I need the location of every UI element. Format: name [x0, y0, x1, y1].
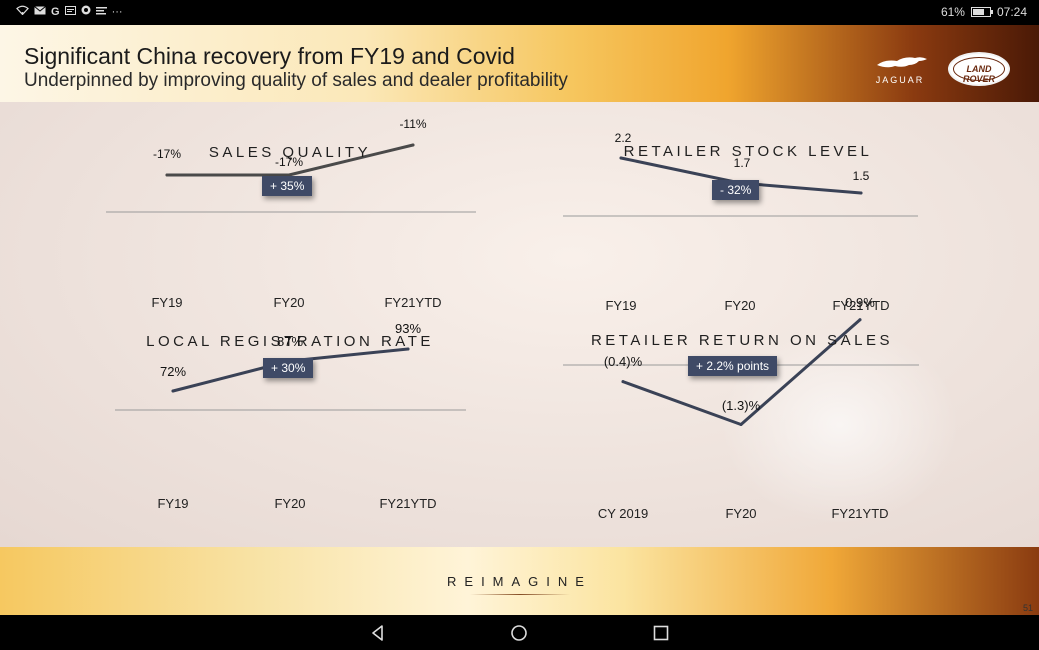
data-label-2-1: 87%: [276, 334, 304, 349]
chart-title-sales-quality: SALES QUALITY: [208, 144, 372, 161]
tick-label-3-0: CY 2019: [597, 506, 649, 521]
chart-title-retailer-stock-level: RETAILER STOCK LEVEL: [623, 143, 873, 160]
jaguar-logo: JAGUAR: [867, 53, 933, 89]
data-label-0-1: -17%: [274, 155, 304, 169]
notification-icon: [95, 6, 107, 18]
land-rover-logo-line1: LAND: [966, 64, 992, 74]
land-rover-logo: LAND ROVER: [948, 52, 1010, 86]
battery-icon: [970, 7, 993, 17]
data-point-0-1: [287, 173, 291, 177]
app-icon: [81, 5, 91, 18]
google-icon: G: [51, 5, 60, 18]
tick-label-0-2: FY21YTD: [384, 295, 442, 310]
mail-icon: [34, 5, 46, 18]
status-bar: G ··· 61% 07:24: [0, 0, 1039, 25]
more-icon: ···: [111, 5, 123, 18]
data-point-2-0: [171, 389, 175, 393]
data-label-2-2: 93%: [394, 321, 422, 336]
recents-icon[interactable]: [651, 623, 671, 643]
data-point-2-2: [406, 347, 410, 351]
reimagine-tagline: REIMAGINE: [447, 574, 592, 589]
clock: 07:24: [996, 5, 1027, 19]
tick-label-3-1: FY20: [725, 506, 757, 521]
data-label-3-2: 0.9%: [845, 294, 875, 310]
data-label-3-1: (1.3)%: [721, 398, 761, 414]
land-rover-logo-line2: ROVER: [962, 74, 995, 84]
data-point-3-2: [858, 318, 862, 322]
status-icons: G ···: [16, 5, 123, 18]
tick-label-2-0: FY19: [157, 496, 189, 511]
chart-title-retailer-return-on-sales: RETAILER RETURN ON SALES: [590, 332, 894, 349]
data-label-2-0: 72%: [159, 364, 187, 379]
tick-label-1-2: FY21YTD: [832, 298, 890, 313]
presentation-slide: Significant China recovery from FY19 and…: [0, 25, 1039, 615]
data-label-3-0: (0.4)%: [603, 353, 643, 369]
data-label-1-2: 1.5: [852, 169, 870, 183]
tick-label-0-1: FY20: [273, 295, 305, 310]
tick-label-2-2: FY21YTD: [379, 496, 437, 511]
home-icon[interactable]: [509, 623, 529, 643]
data-point-0-0: [165, 173, 169, 177]
tick-label-1-1: FY20: [724, 298, 756, 313]
data-point-3-0: [621, 380, 625, 384]
navigation-bar: [0, 615, 1039, 650]
chart-title-local-registration-rate: LOCAL REGISTRATION RATE: [146, 333, 434, 350]
slide-subtitle: Underpinned by improving quality of sale…: [24, 70, 568, 91]
gallery-icon: [64, 5, 76, 18]
back-icon[interactable]: [368, 623, 388, 643]
data-label-1-1: 1.7: [733, 156, 751, 170]
page-number: 51: [1022, 603, 1033, 613]
data-point-1-0: [619, 156, 623, 160]
battery-percent: 61%: [940, 5, 965, 19]
battery-fill: [972, 9, 984, 15]
data-label-0-0: -17%: [152, 147, 182, 161]
jaguar-logo-text: JAGUAR: [875, 75, 925, 85]
data-point-1-2: [859, 191, 863, 195]
land-rover-logo-text: LAND ROVER: [954, 64, 1004, 84]
wifi-icon: [16, 5, 29, 18]
tagline-underline: [470, 594, 570, 595]
badge-sales-quality: + 35%: [262, 176, 313, 196]
tick-label-2-1: FY20: [274, 496, 306, 511]
badge-local-registration-rate: + 30%: [263, 358, 314, 378]
tick-label-3-2: FY21YTD: [831, 506, 889, 521]
jaguar-leaper-icon: [877, 57, 927, 68]
footer-band: [0, 547, 1039, 615]
badge-retailer-return-on-sales: + 2.2% points: [688, 356, 778, 376]
data-point-0-2: [411, 143, 415, 147]
data-label-1-0: 2.2: [614, 131, 632, 145]
slide-title: Significant China recovery from FY19 and…: [24, 43, 515, 69]
tick-label-0-0: FY19: [151, 295, 183, 310]
header-band: [0, 25, 1039, 102]
data-point-3-1: [739, 422, 743, 426]
land-rover-logo-inner: LAND ROVER: [953, 57, 1005, 84]
status-right: 61% 07:24: [941, 5, 1027, 19]
data-label-0-2: -11%: [399, 117, 427, 131]
charts-canvas: [106, 143, 919, 426]
badge-retailer-stock-level: - 32%: [712, 180, 760, 200]
tick-label-1-0: FY19: [605, 298, 637, 313]
